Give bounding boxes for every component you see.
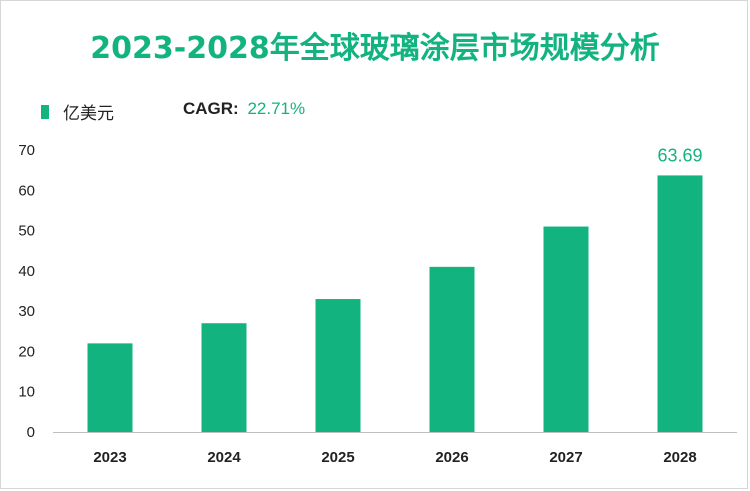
y-tick-label: 20 [18, 343, 35, 360]
y-tick-label: 60 [18, 182, 35, 199]
x-tick-label: 2023 [93, 449, 126, 466]
legend-swatch [41, 104, 49, 119]
cagr-value: 22.71% [247, 99, 306, 118]
y-tick-label: 10 [18, 384, 35, 401]
x-tick-label: 2028 [663, 449, 696, 466]
y-tick-label: 70 [18, 142, 35, 159]
data-label: 63.69 [657, 145, 702, 165]
y-tick-label: 0 [27, 424, 35, 441]
bar-2024 [201, 323, 247, 432]
cagr-label: CAGR: [183, 99, 239, 118]
bar-2028 [657, 175, 703, 432]
legend-label: 亿美元 [63, 104, 114, 124]
y-tick-label: 50 [18, 223, 35, 240]
chart-title: 2023-2028年全球玻璃涂层市场规模分析 [90, 31, 660, 66]
y-tick-label: 30 [18, 303, 35, 320]
bar-2025 [315, 299, 361, 432]
cagr-annotation: CAGR: 22.71% [183, 99, 305, 119]
y-tick-label: 40 [18, 263, 35, 280]
x-tick-label: 2026 [435, 449, 468, 466]
x-tick-label: 2025 [321, 449, 354, 466]
bar-2027 [543, 226, 589, 432]
legend: 亿美元 [41, 99, 114, 124]
x-tick-label: 2027 [549, 449, 582, 466]
bar-2026 [429, 266, 475, 432]
bar-2023 [87, 343, 133, 432]
x-tick-label: 2024 [207, 449, 241, 466]
